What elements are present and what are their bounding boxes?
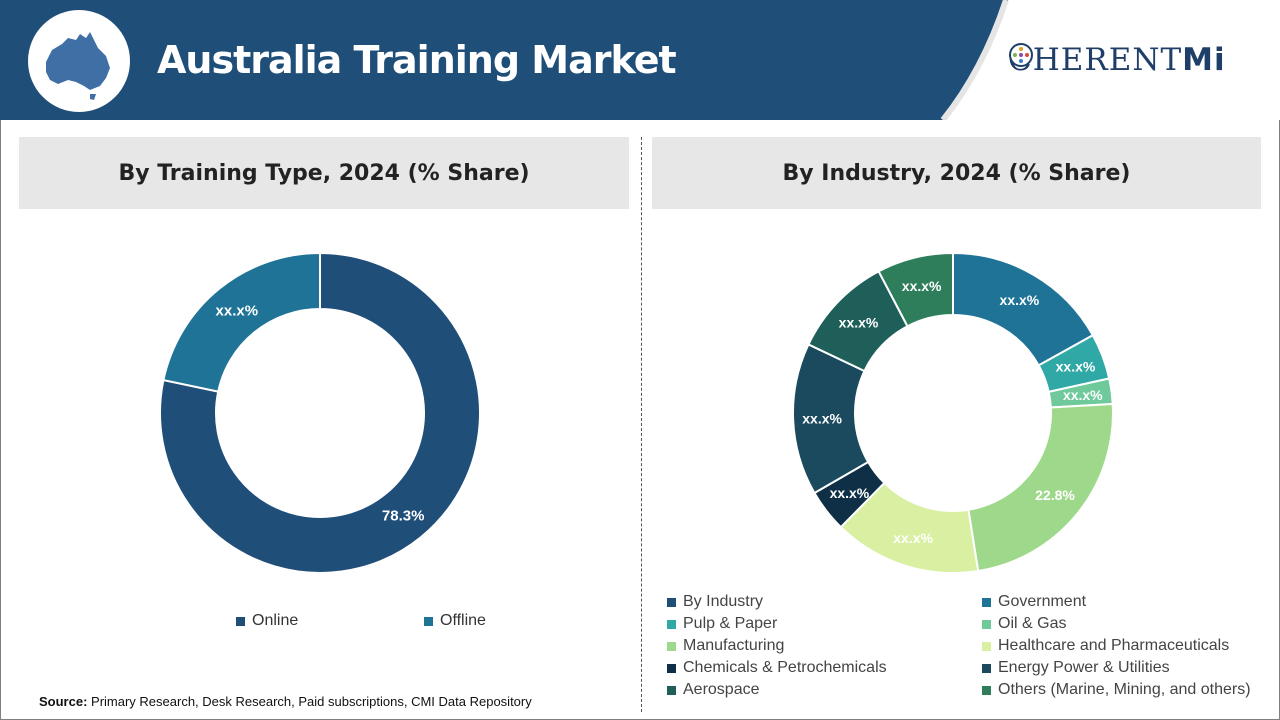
- legend-label: Chemicals & Petrochemicals: [683, 659, 887, 676]
- legend-item: Aerospace: [667, 680, 982, 700]
- legend-swatch-offline: [424, 616, 433, 626]
- legend-item: Healthcare and Pharmaceuticals: [982, 636, 1280, 656]
- industry-data-label: xx.x%: [1063, 387, 1103, 403]
- legend-label-offline: Offline: [440, 612, 486, 629]
- legend-item: Manufacturing: [667, 636, 982, 656]
- legend-swatch-online: [236, 616, 245, 626]
- legend-label: Pulp & Paper: [683, 615, 778, 632]
- legend-swatch: [982, 619, 991, 629]
- legend-swatch: [667, 685, 676, 695]
- header-banner: Australia Training Market C HERENTMi: [0, 0, 1280, 120]
- industry-data-label: xx.x%: [830, 485, 870, 501]
- legend-swatch: [982, 663, 991, 673]
- header-background: [0, 0, 1280, 120]
- training-type-slice: [162, 251, 321, 393]
- legend-item: Chemicals & Petrochemicals: [667, 658, 982, 678]
- legend-swatch: [982, 685, 991, 695]
- legend-label: Others (Marine, Mining, and others): [998, 681, 1251, 698]
- legend-label: Healthcare and Pharmaceuticals: [998, 637, 1230, 654]
- legend-item: Others (Marine, Mining, and others): [982, 680, 1280, 700]
- legend-item-offline: Offline: [424, 612, 486, 630]
- legend-swatch: [982, 597, 991, 607]
- legend-item: Pulp & Paper: [667, 614, 982, 634]
- training-type-data-label: xx.x%: [216, 303, 259, 320]
- legend-label: Government: [998, 593, 1087, 610]
- industry-data-label: xx.x%: [802, 410, 842, 426]
- industry-slice: [877, 251, 954, 328]
- legend-item: Government: [982, 592, 1280, 612]
- legend-item: Oil & Gas: [982, 614, 1280, 634]
- legend-swatch: [982, 641, 991, 651]
- legend-swatch: [667, 663, 676, 673]
- logo-mi: Mi: [1182, 42, 1226, 78]
- coherent-mi-logo: C HERENTMi: [1008, 42, 1226, 78]
- source-label: Source:: [39, 694, 88, 709]
- logo-globe-icon: [1009, 43, 1033, 67]
- industry-data-label: xx.x%: [902, 278, 942, 294]
- legend-item: Energy Power & Utilities: [982, 658, 1280, 678]
- industry-data-label: xx.x%: [893, 530, 933, 546]
- training-type-data-label: 78.3%: [382, 507, 425, 524]
- legend-label-online: Online: [252, 612, 299, 629]
- industry-legend: By Industry Government Pulp & Paper Oil & G…: [667, 592, 1277, 700]
- australia-map-icon: [28, 10, 130, 112]
- training-type-title: By Training Type, 2024 (% Share): [19, 137, 629, 209]
- industry-data-label: xx.x%: [1000, 292, 1040, 308]
- panel-divider: [641, 137, 642, 712]
- source-note: Source: Primary Research, Desk Research,…: [39, 694, 532, 709]
- legend-item-online: Online: [236, 612, 298, 630]
- legend-swatch: [667, 597, 676, 607]
- logo-herent: HERENT: [1032, 42, 1183, 78]
- legend-swatch: [667, 641, 676, 651]
- industry-data-label: 22.8%: [1035, 487, 1075, 503]
- industry-title: By Industry, 2024 (% Share): [652, 137, 1261, 209]
- training-type-slice: [159, 251, 481, 574]
- source-text: Primary Research, Desk Research, Paid su…: [91, 694, 532, 709]
- legend-label: By Industry: [683, 593, 764, 610]
- legend-item: By Industry: [667, 592, 982, 612]
- legend-label: Oil & Gas: [998, 615, 1067, 632]
- page-title: Australia Training Market: [157, 38, 677, 82]
- legend-label: Energy Power & Utilities: [998, 659, 1170, 676]
- industry-data-label: xx.x%: [1056, 359, 1096, 375]
- legend-label: Aerospace: [683, 681, 760, 698]
- legend-swatch: [667, 619, 676, 629]
- industry-slice: [967, 402, 1114, 573]
- legend-label: Manufacturing: [683, 637, 785, 654]
- industry-data-label: xx.x%: [839, 314, 879, 330]
